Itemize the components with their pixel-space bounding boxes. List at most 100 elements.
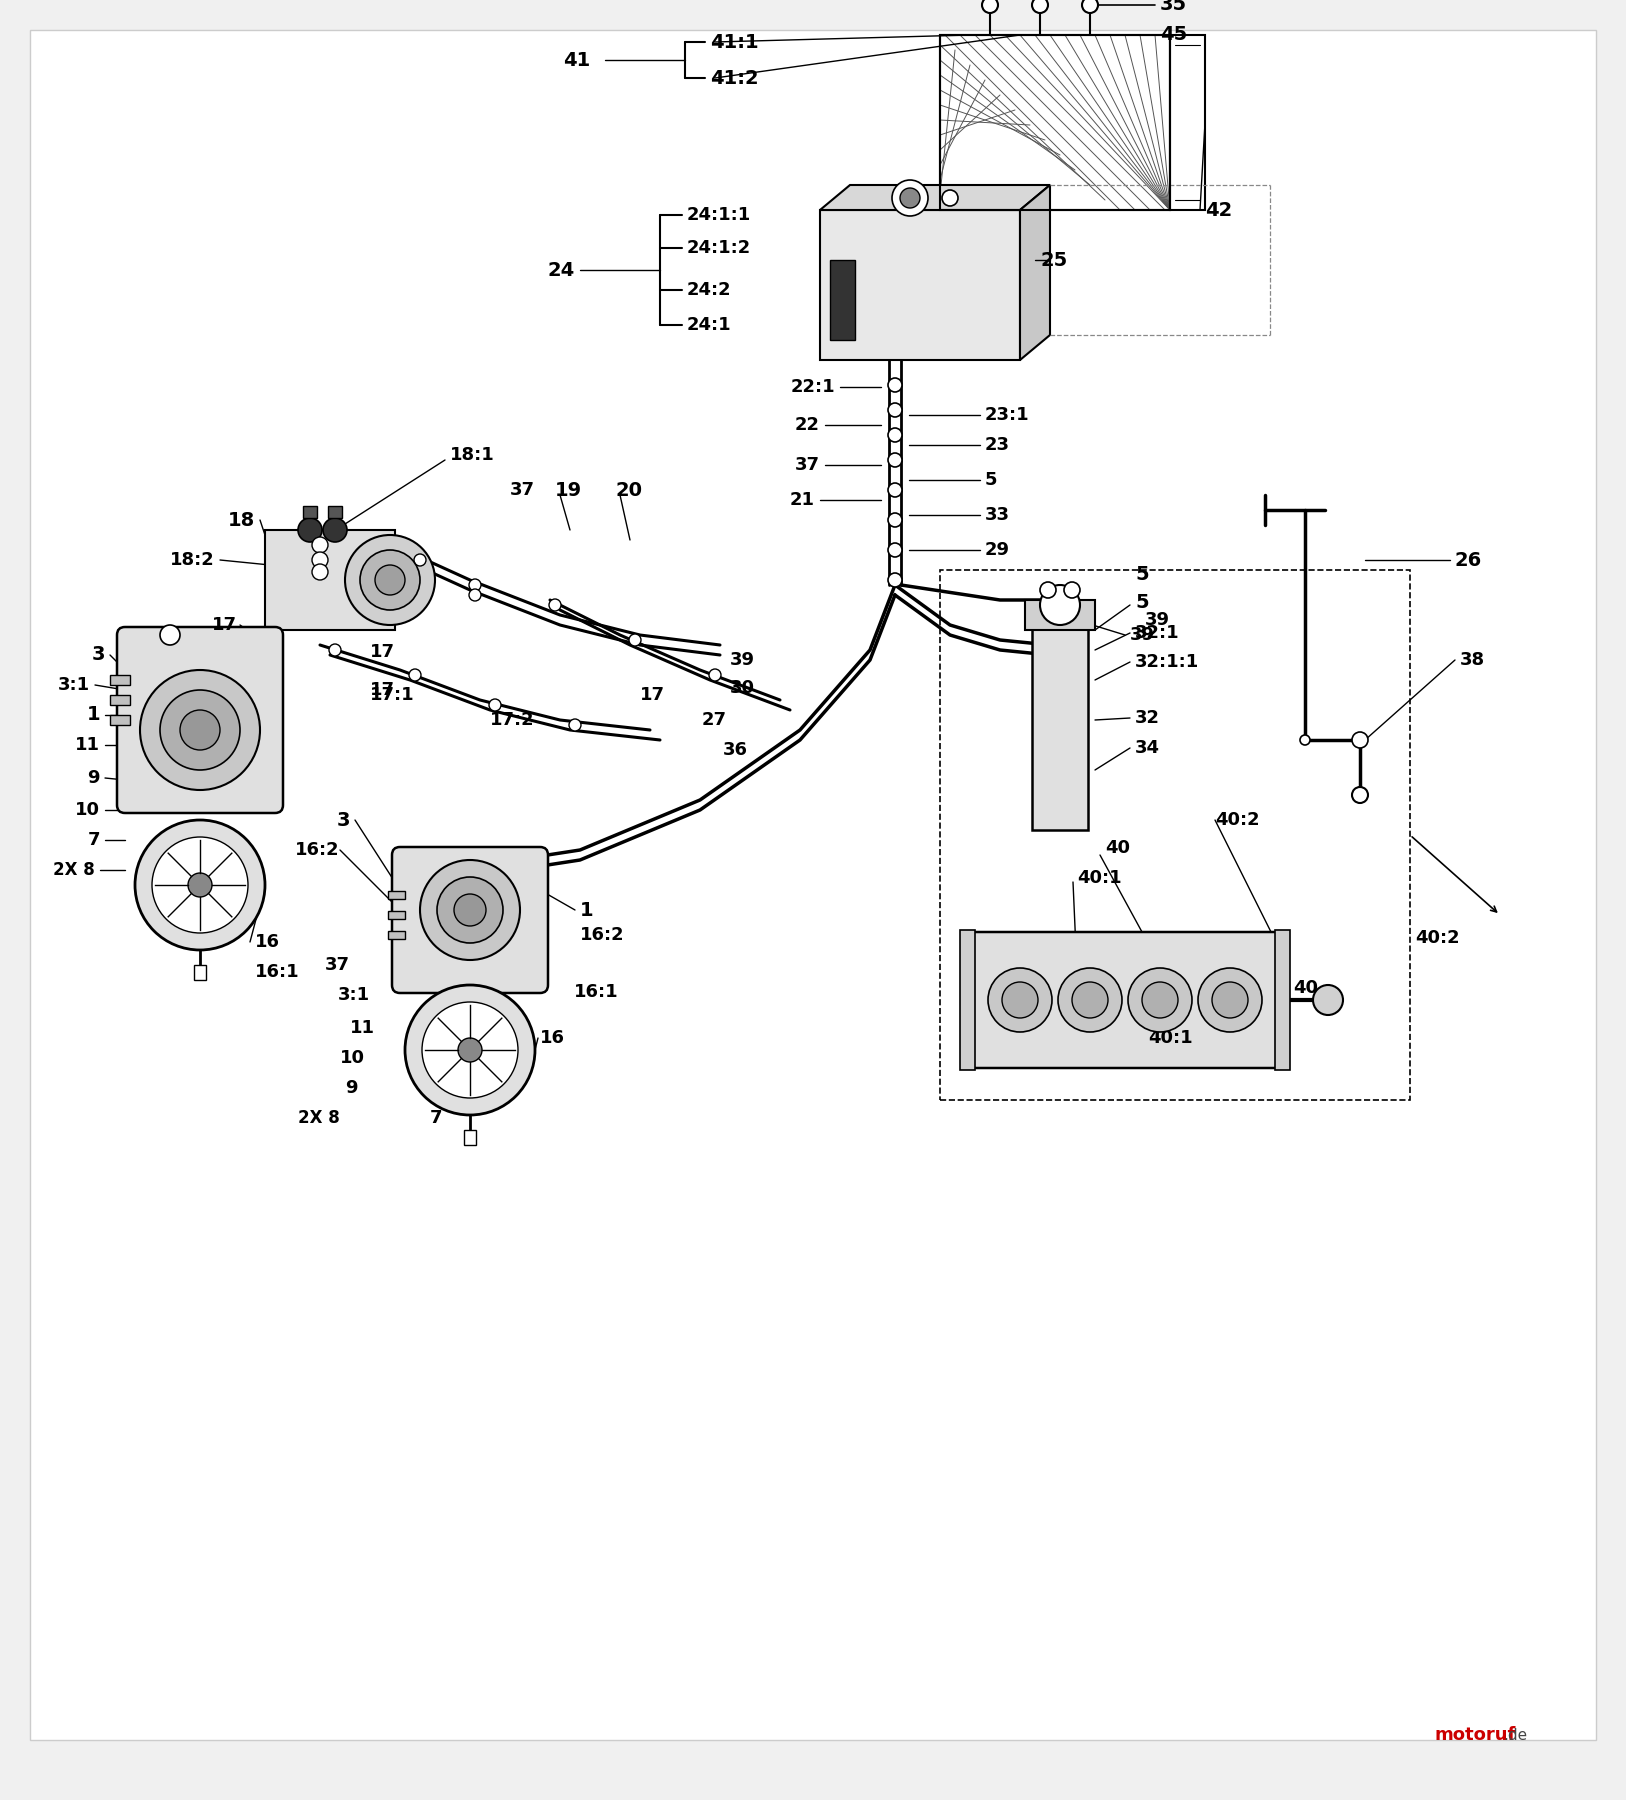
Circle shape (415, 554, 426, 565)
Text: 25: 25 (1041, 250, 1067, 270)
Text: 5: 5 (985, 472, 997, 490)
Circle shape (410, 670, 421, 680)
Text: 17: 17 (211, 616, 237, 634)
Text: 3: 3 (91, 646, 106, 664)
Bar (111, 675, 130, 686)
Circle shape (459, 1039, 481, 1062)
Circle shape (888, 513, 902, 527)
Text: 17: 17 (371, 643, 395, 661)
Bar (1171, 34, 1205, 211)
Circle shape (888, 428, 902, 443)
Text: 37: 37 (325, 956, 350, 974)
Text: 24:1:1: 24:1:1 (688, 205, 751, 223)
Text: 37: 37 (511, 481, 535, 499)
Circle shape (1072, 983, 1107, 1019)
Text: 24:1:2: 24:1:2 (688, 239, 751, 257)
Text: 42: 42 (1205, 200, 1233, 220)
Bar (389, 931, 405, 940)
Bar (302, 506, 317, 518)
Circle shape (1063, 581, 1080, 598)
Circle shape (888, 403, 902, 418)
Bar (959, 931, 976, 1069)
Text: 32:1: 32:1 (1135, 625, 1179, 643)
Circle shape (888, 378, 902, 392)
Text: 41:1: 41:1 (711, 32, 759, 52)
Text: 3:1: 3:1 (338, 986, 371, 1004)
Text: 32:1:1: 32:1:1 (1135, 653, 1200, 671)
Circle shape (189, 873, 211, 896)
Text: motoruf: motoruf (1436, 1726, 1517, 1744)
Text: 40:1: 40:1 (1076, 869, 1122, 887)
FancyBboxPatch shape (963, 932, 1288, 1067)
Text: 1: 1 (86, 706, 101, 724)
Bar (265, 529, 395, 630)
Bar (389, 911, 405, 920)
Text: 23: 23 (985, 436, 1010, 454)
Circle shape (1351, 733, 1367, 749)
Text: 38: 38 (1460, 652, 1485, 670)
Circle shape (901, 187, 920, 209)
Text: 22: 22 (795, 416, 820, 434)
Text: 41: 41 (563, 50, 590, 70)
Text: 16:1: 16:1 (574, 983, 618, 1001)
Circle shape (140, 670, 260, 790)
Circle shape (709, 670, 720, 680)
Text: 40:1: 40:1 (1148, 1030, 1192, 1048)
Text: 39: 39 (1130, 626, 1154, 644)
Text: 17: 17 (371, 680, 395, 698)
Circle shape (420, 860, 520, 959)
Text: 18: 18 (228, 511, 255, 529)
Bar (111, 695, 130, 706)
Circle shape (405, 985, 535, 1114)
Circle shape (1301, 734, 1311, 745)
Circle shape (135, 821, 265, 950)
Polygon shape (1020, 185, 1050, 360)
Circle shape (359, 551, 420, 610)
Bar (1275, 931, 1289, 1069)
Bar (820, 211, 1020, 360)
Text: 9: 9 (88, 769, 101, 787)
Circle shape (569, 718, 580, 731)
Circle shape (312, 553, 328, 569)
Text: 10: 10 (75, 801, 101, 819)
Bar (940, 34, 1171, 211)
Circle shape (1041, 581, 1055, 598)
Circle shape (888, 482, 902, 497)
Circle shape (324, 518, 346, 542)
Text: 5: 5 (1135, 592, 1148, 612)
Text: 3:1: 3:1 (59, 677, 89, 695)
Text: 24:1: 24:1 (688, 317, 732, 335)
Circle shape (376, 565, 405, 596)
Text: 19: 19 (554, 481, 582, 499)
Circle shape (941, 191, 958, 205)
Text: 9: 9 (345, 1078, 358, 1096)
Text: .de: .de (1502, 1728, 1527, 1742)
Circle shape (159, 625, 180, 644)
Circle shape (1041, 585, 1080, 625)
Text: 7: 7 (429, 1109, 442, 1127)
Bar (1024, 599, 1094, 630)
Circle shape (468, 589, 481, 601)
Text: 41:2: 41:2 (711, 68, 759, 88)
Text: 17:2: 17:2 (489, 711, 535, 729)
Circle shape (159, 689, 241, 770)
Circle shape (1211, 983, 1249, 1019)
Text: 26: 26 (1455, 551, 1483, 569)
Text: 10: 10 (340, 1049, 364, 1067)
Text: 40:2: 40:2 (1415, 929, 1460, 947)
Text: 16:2: 16:2 (580, 925, 624, 943)
Circle shape (1128, 968, 1192, 1031)
Text: 34: 34 (1135, 740, 1159, 758)
Circle shape (468, 580, 481, 590)
Bar (940, 571, 1410, 1100)
Text: 2X 8: 2X 8 (54, 860, 94, 878)
Text: 40: 40 (1106, 839, 1130, 857)
Text: 32: 32 (1135, 709, 1159, 727)
Bar (111, 715, 130, 725)
Circle shape (888, 544, 902, 556)
Text: 16: 16 (255, 932, 280, 950)
Text: 16:2: 16:2 (296, 841, 340, 859)
Circle shape (1059, 968, 1122, 1031)
Circle shape (888, 454, 902, 466)
Circle shape (151, 837, 249, 932)
